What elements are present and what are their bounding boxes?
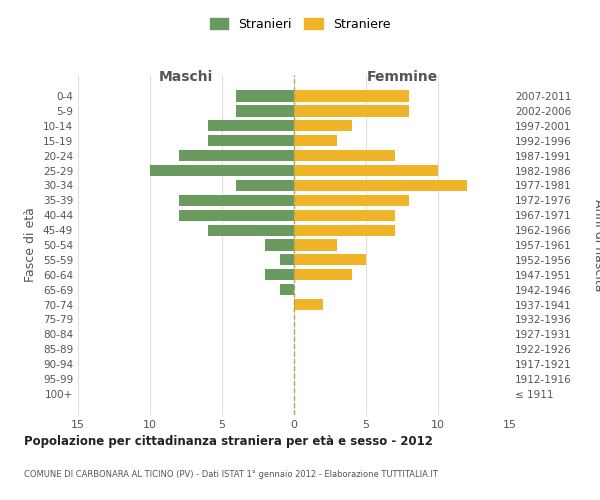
Text: Femmine: Femmine xyxy=(367,70,437,84)
Bar xyxy=(294,254,366,266)
Bar xyxy=(294,120,352,132)
Text: Maschi: Maschi xyxy=(159,70,213,84)
Y-axis label: Anni di nascita: Anni di nascita xyxy=(592,198,600,291)
Legend: Stranieri, Straniere: Stranieri, Straniere xyxy=(203,11,397,37)
Bar xyxy=(294,240,337,250)
Bar xyxy=(294,90,409,102)
Bar xyxy=(294,194,409,206)
Bar xyxy=(280,254,294,266)
Bar xyxy=(294,210,395,221)
Bar xyxy=(179,194,294,206)
Text: Popolazione per cittadinanza straniera per età e sesso - 2012: Popolazione per cittadinanza straniera p… xyxy=(24,435,433,448)
Bar xyxy=(265,240,294,250)
Bar xyxy=(208,120,294,132)
Bar xyxy=(236,180,294,191)
Bar xyxy=(294,269,352,280)
Bar xyxy=(294,299,323,310)
Bar xyxy=(294,224,395,235)
Bar xyxy=(294,165,438,176)
Bar xyxy=(294,150,395,161)
Bar xyxy=(294,106,409,117)
Bar xyxy=(179,210,294,221)
Bar xyxy=(179,150,294,161)
Bar xyxy=(208,135,294,146)
Bar xyxy=(208,224,294,235)
Bar xyxy=(280,284,294,296)
Bar xyxy=(294,135,337,146)
Text: COMUNE DI CARBONARA AL TICINO (PV) - Dati ISTAT 1° gennaio 2012 - Elaborazione T: COMUNE DI CARBONARA AL TICINO (PV) - Dat… xyxy=(24,470,438,479)
Bar xyxy=(265,269,294,280)
Bar xyxy=(294,180,467,191)
Bar xyxy=(236,106,294,117)
Bar xyxy=(150,165,294,176)
Bar xyxy=(236,90,294,102)
Y-axis label: Fasce di età: Fasce di età xyxy=(25,208,37,282)
